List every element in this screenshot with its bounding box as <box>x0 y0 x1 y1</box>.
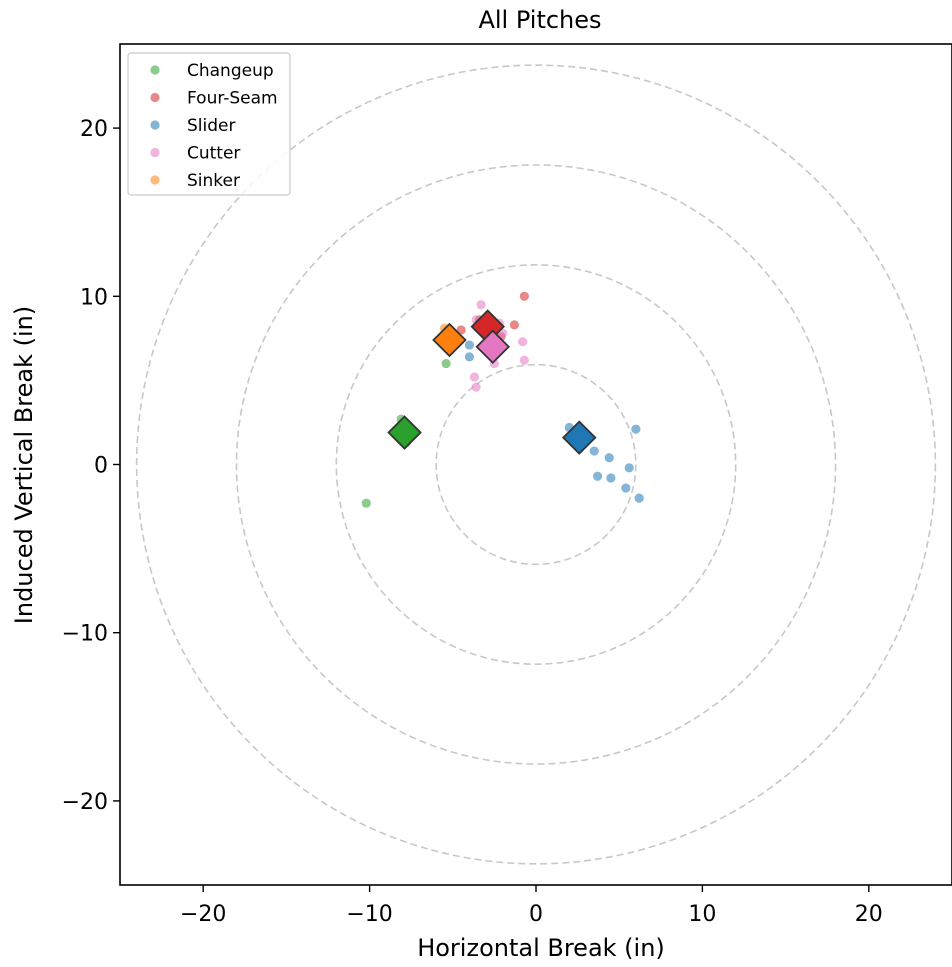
reference-circle <box>135 64 937 865</box>
data-point <box>604 453 614 463</box>
legend-marker <box>150 92 160 103</box>
legend-frame <box>127 52 291 196</box>
mean-marker <box>561 420 597 455</box>
data-point <box>606 473 616 483</box>
y-axis-ticks: −20 −10 0 10 20 <box>62 117 120 815</box>
x-tick-label: −10 <box>346 902 392 927</box>
y-tick-label: 10 <box>80 285 108 310</box>
legend-marker <box>150 147 160 158</box>
y-tick-label: −20 <box>62 790 108 815</box>
y-tick-label: 0 <box>94 454 108 479</box>
legend-marker <box>150 175 160 185</box>
legend-label: Changeup <box>187 61 274 81</box>
reference-circle <box>435 363 637 566</box>
reference-circle <box>235 164 837 765</box>
x-tick-label: 20 <box>855 902 883 927</box>
legend: Changeup Four-Seam Slider Cutter Sinker <box>127 52 291 196</box>
legend-marker <box>150 120 160 130</box>
data-point <box>441 358 451 369</box>
data-point <box>464 352 475 362</box>
legend-items: Changeup Four-Seam Slider Cutter Sinker <box>150 61 278 191</box>
x-axis-label: Horizontal Break (in) <box>417 934 665 962</box>
mean-marker <box>432 322 467 358</box>
data-point <box>476 300 486 310</box>
y-axis-label: Induced Vertical Break (in) <box>10 306 38 624</box>
reference-circles <box>135 64 937 865</box>
data-point <box>464 340 475 350</box>
data-point <box>519 355 529 365</box>
data-point <box>518 337 528 347</box>
y-tick-label: −10 <box>62 622 108 647</box>
mean-marker <box>387 415 422 450</box>
data-point <box>589 446 599 456</box>
data-point <box>624 463 634 473</box>
data-point <box>634 493 644 503</box>
x-tick-label: 0 <box>529 902 543 927</box>
data-point <box>469 372 480 382</box>
mean-markers <box>387 309 597 455</box>
data-point <box>519 291 529 301</box>
data-point <box>592 471 603 481</box>
legend-label: Slider <box>187 116 235 136</box>
legend-label: Sinker <box>187 171 240 191</box>
scatter-points <box>361 291 644 508</box>
y-tick-label: 20 <box>80 117 108 142</box>
legend-marker <box>150 65 160 75</box>
plot-area <box>119 43 952 886</box>
x-axis-ticks: −20 −10 0 10 20 <box>180 885 883 927</box>
legend-label: Cutter <box>187 144 240 164</box>
legend-label: Four-Seam <box>187 89 278 109</box>
reference-circle <box>335 264 737 665</box>
x-tick-label: 10 <box>688 902 716 927</box>
data-point <box>509 320 519 330</box>
data-point <box>631 424 641 434</box>
data-point <box>471 382 481 392</box>
chart-title: All Pitches <box>478 6 601 34</box>
x-tick-label: −20 <box>180 902 226 927</box>
data-point <box>621 483 631 493</box>
mean-marker <box>475 329 511 365</box>
data-point <box>361 498 371 508</box>
